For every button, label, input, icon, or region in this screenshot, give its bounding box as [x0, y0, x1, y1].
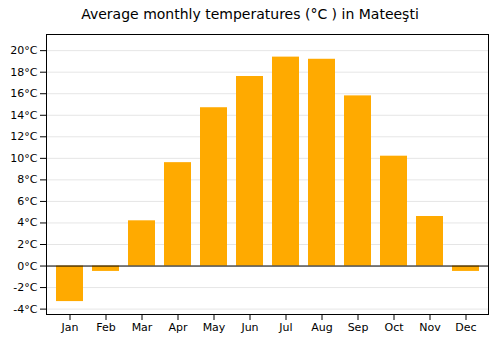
svg-text:Oct: Oct — [384, 321, 404, 334]
svg-text:Feb: Feb — [96, 321, 115, 334]
svg-text:14°C: 14°C — [10, 109, 37, 122]
svg-text:8°C: 8°C — [17, 173, 37, 186]
svg-text:Jan: Jan — [61, 321, 79, 334]
svg-text:20°C: 20°C — [10, 44, 37, 57]
svg-text:4°C: 4°C — [17, 216, 37, 229]
svg-text:Apr: Apr — [168, 321, 188, 334]
svg-text:Mar: Mar — [132, 321, 153, 334]
svg-text:-2°C: -2°C — [13, 281, 37, 294]
svg-text:0°C: 0°C — [17, 260, 37, 273]
svg-text:Dec: Dec — [455, 321, 476, 334]
svg-text:6°C: 6°C — [17, 195, 37, 208]
svg-text:Jun: Jun — [240, 321, 258, 334]
svg-text:Jul: Jul — [278, 321, 292, 334]
svg-text:Aug: Aug — [311, 321, 332, 334]
svg-text:May: May — [203, 321, 226, 334]
svg-text:12°C: 12°C — [10, 130, 37, 143]
svg-text:16°C: 16°C — [10, 87, 37, 100]
svg-text:10°C: 10°C — [10, 152, 37, 165]
html-text:Average monthly temperatures (: Average monthly temperatures (°C ) in Ma… — [81, 6, 419, 22]
svg-text:18°C: 18°C — [10, 66, 37, 79]
svg-text:2°C: 2°C — [17, 238, 37, 251]
svg-text:Nov: Nov — [419, 321, 441, 334]
svg-text:-4°C: -4°C — [13, 303, 37, 316]
svg-text:Sep: Sep — [348, 321, 369, 334]
